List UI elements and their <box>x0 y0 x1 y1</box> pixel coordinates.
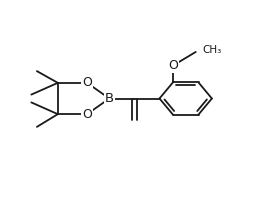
Text: O: O <box>82 108 92 121</box>
Text: B: B <box>105 92 114 105</box>
Text: O: O <box>82 76 92 89</box>
Text: O: O <box>168 59 178 72</box>
Text: CH₃: CH₃ <box>203 45 222 55</box>
